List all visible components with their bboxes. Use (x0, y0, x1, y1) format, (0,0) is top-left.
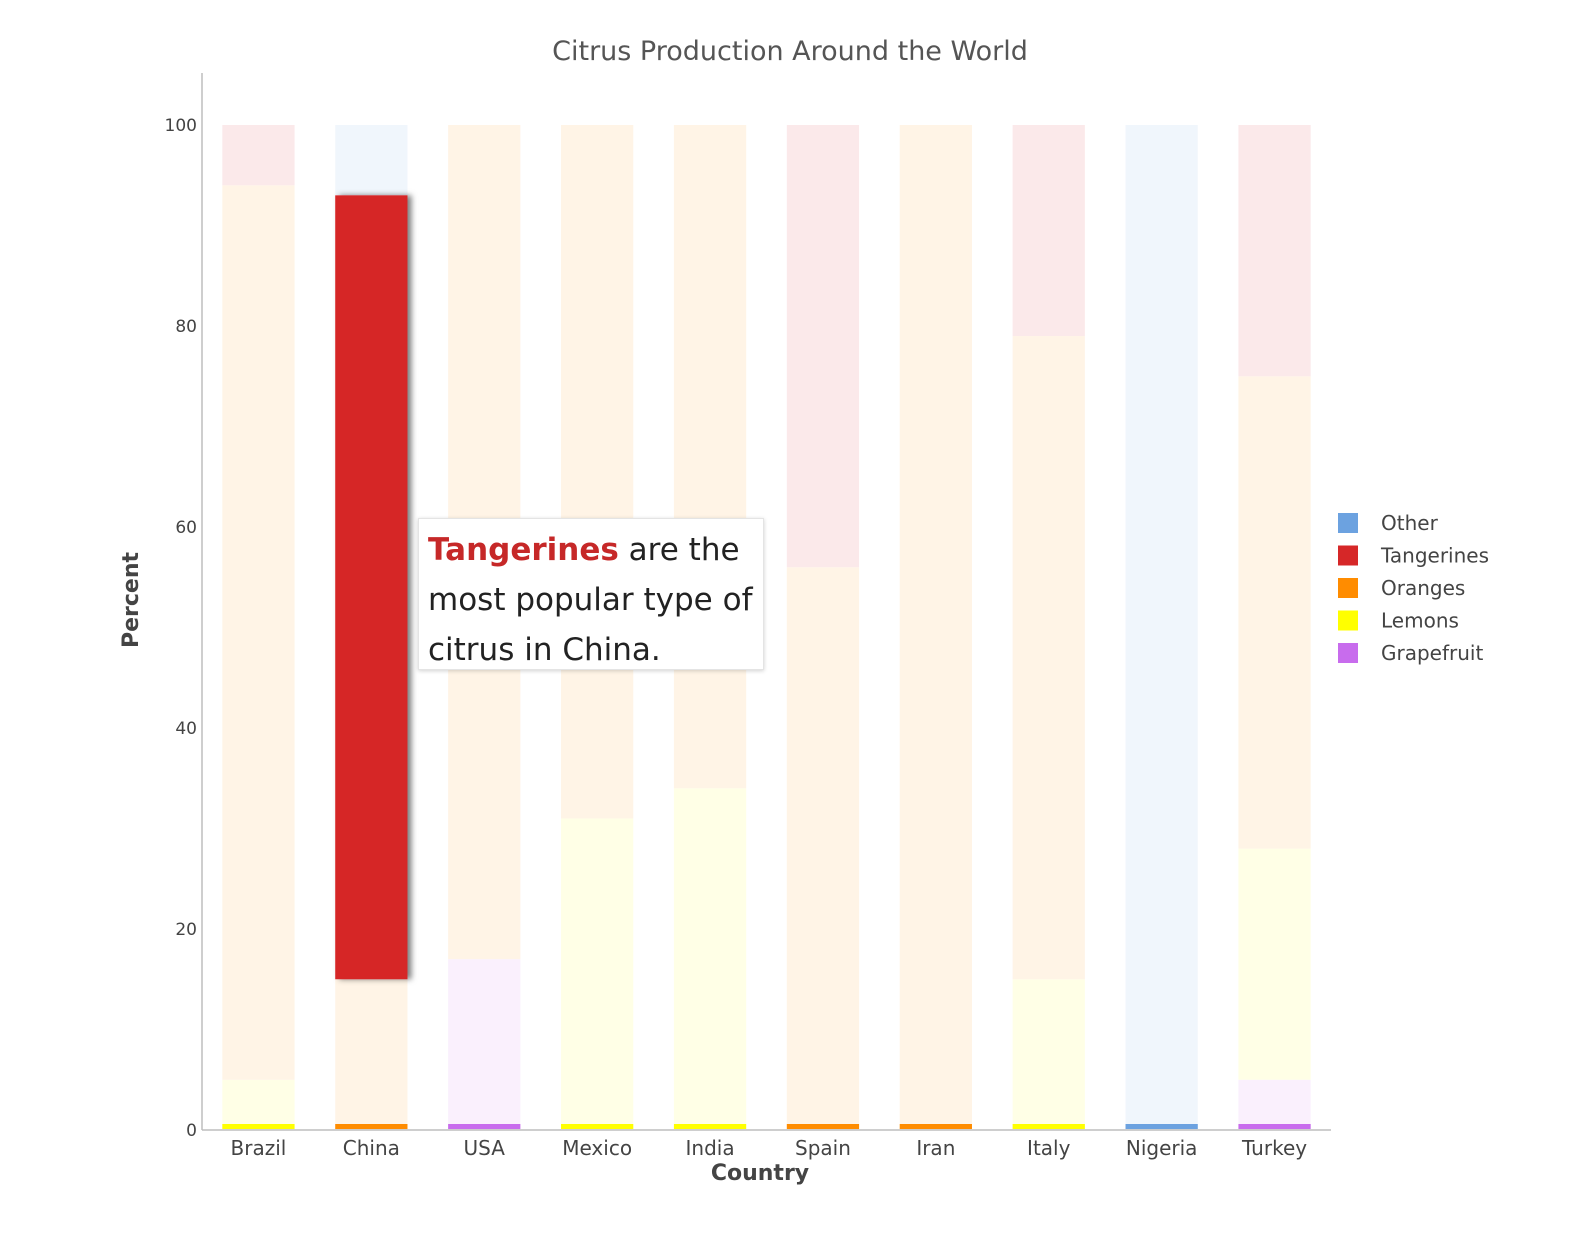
annotation-line2: most popular type of (428, 582, 753, 618)
bar-segment-iran-oranges (899, 125, 972, 1130)
bar-segment-brazil-lemons (222, 1079, 295, 1130)
bar-segment-mexico-oranges (561, 125, 634, 819)
x-tick-label-china: China (343, 1136, 400, 1160)
x-tick-label-turkey: Turkey (1241, 1136, 1307, 1160)
bar-segment-india-lemons (673, 788, 747, 1130)
x-tick-labels: Brazil China USA Mexico India Spain Iran Italy N… (231, 1136, 1308, 1160)
bar-base-tick-italy (1012, 1124, 1085, 1129)
bar-segment-nigeria-other (1125, 125, 1198, 1130)
x-tick-label-nigeria: Nigeria (1126, 1136, 1198, 1160)
bar-segment-usa-grapefruit (448, 959, 521, 1130)
legend-item-other[interactable]: Other (1338, 511, 1439, 535)
x-tick-label-india: India (686, 1136, 735, 1160)
bar-base-tick-usa (448, 1124, 521, 1129)
bar-segment-turkey-grapefruit (1238, 1079, 1311, 1130)
legend-swatch-grapefruit (1338, 643, 1358, 663)
legend-item-lemons[interactable]: Lemons (1338, 609, 1459, 633)
y-tick-label-60: 60 (175, 518, 197, 538)
bar-segment-spain-oranges (786, 567, 860, 1130)
bar-segment-turkey-oranges (1238, 376, 1311, 849)
x-tick-label-spain: Spain (795, 1136, 851, 1160)
y-tick-label-0: 0 (186, 1121, 197, 1141)
bar-base-tick-iran (899, 1124, 972, 1129)
x-tick-label-brazil: Brazil (231, 1136, 287, 1160)
bar-base-tick-india (673, 1124, 747, 1129)
bar-base-tick-nigeria (1125, 1124, 1198, 1129)
bar-segment-india-oranges (673, 125, 747, 789)
bar-segment-turkey-tangerines (1238, 125, 1311, 377)
bar-segment-italy-oranges (1012, 336, 1085, 980)
bar-segment-china-other (335, 125, 408, 196)
legend-item-tangerines[interactable]: Tangerines (1338, 544, 1489, 568)
legend-item-grapefruit[interactable]: Grapefruit (1338, 641, 1483, 665)
y-axis-title: Percent (119, 552, 144, 649)
legend-label-lemons: Lemons (1381, 609, 1459, 633)
annotation-line1-text: are the (618, 532, 740, 568)
bar-base-tick-turkey (1238, 1124, 1311, 1129)
legend-swatch-lemons (1338, 610, 1358, 631)
y-tick-label-20: 20 (175, 920, 197, 940)
legend-swatch-oranges (1338, 578, 1358, 598)
bar-segment-china-oranges (335, 979, 408, 1130)
annotation-callout: Tangerines are the most popular type of … (418, 518, 764, 670)
y-tick-label-40: 40 (175, 719, 197, 739)
x-tick-label-usa: USA (464, 1136, 506, 1160)
bar-segment-italy-tangerines (1012, 125, 1085, 337)
legend-swatch-other (1338, 513, 1358, 533)
annotation-highlight-word: Tangerines (428, 532, 619, 568)
bar-segment-brazil-tangerines (222, 125, 295, 186)
bar-segment-spain-tangerines (786, 125, 860, 568)
x-tick-label-iran: Iran (916, 1136, 955, 1160)
bar-segment-china-tangerines (335, 195, 408, 980)
x-tick-label-italy: Italy (1027, 1136, 1071, 1160)
bar-base-tick-brazil (222, 1124, 295, 1129)
legend-label-oranges: Oranges (1381, 576, 1465, 600)
x-axis-title: Country (711, 1161, 809, 1186)
legend-item-oranges[interactable]: Oranges (1338, 576, 1465, 600)
bar-group (222, 125, 1311, 1130)
bar-base-tick-mexico (561, 1124, 634, 1129)
y-ticks: 0 20 40 60 80 100 (165, 116, 197, 1141)
y-tick-label-80: 80 (175, 317, 197, 337)
bar-base-ticks (222, 1124, 1311, 1129)
bar-segment-mexico-lemons (561, 818, 634, 1130)
legend-label-other: Other (1381, 511, 1439, 535)
bar-segment-brazil-oranges (222, 185, 295, 1080)
y-tick-label-100: 100 (165, 116, 197, 136)
legend-swatch-tangerines (1338, 545, 1358, 566)
annotation-line3: citrus in China. (428, 632, 661, 668)
bar-base-tick-china (335, 1124, 408, 1129)
x-tick-label-mexico: Mexico (562, 1136, 632, 1160)
bar-segment-turkey-lemons (1238, 848, 1311, 1080)
legend-label-tangerines: Tangerines (1380, 544, 1489, 568)
legend-label-grapefruit: Grapefruit (1381, 641, 1483, 665)
bar-segment-italy-lemons (1012, 979, 1085, 1130)
legend: Other Tangerines Oranges Lemons Grapefruit (1338, 511, 1489, 665)
chart-title: Citrus Production Around the World (552, 36, 1028, 67)
bar-base-tick-spain (786, 1124, 860, 1129)
